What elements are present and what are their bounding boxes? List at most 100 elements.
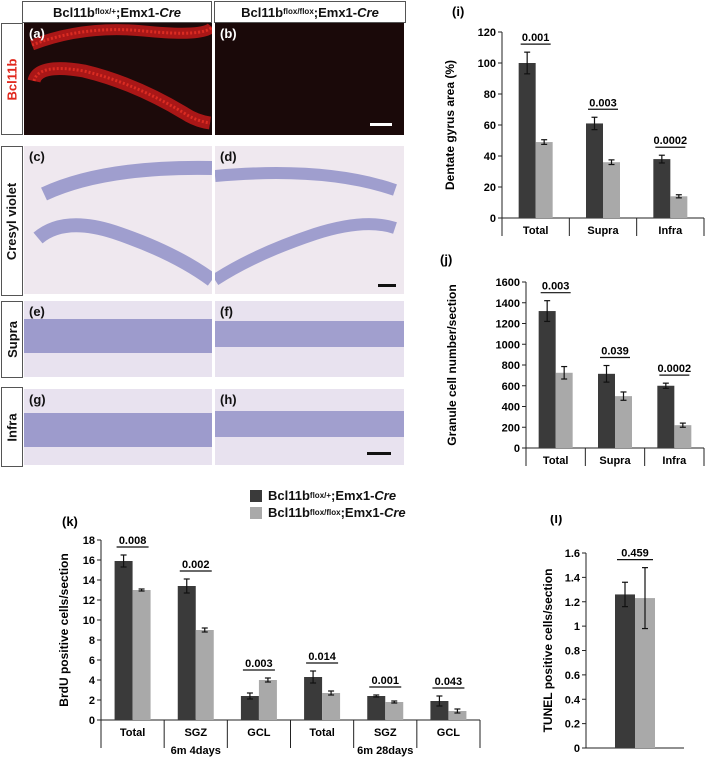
y-tick-label-k-5: 10 (83, 615, 95, 627)
panel-label-h: (h) (220, 392, 237, 407)
y-tick-label-k-4: 8 (89, 635, 95, 647)
x-tick-label-k-3: Total (309, 727, 334, 739)
bar-l-control-0 (615, 594, 635, 748)
y-tick-label-l-5: 1 (574, 621, 580, 633)
bar-j-control-2 (657, 385, 675, 448)
y-axis-label-j: Granule cell number/section (445, 284, 459, 445)
pvalue-label-i-2: 0.0002 (654, 135, 688, 147)
x-tick-label-k-1: SGZ (184, 727, 207, 739)
legend-item-control: Bcl11b flox/+ ;Emx1- Cre (250, 488, 396, 503)
bar-l-mutant-0 (635, 598, 655, 748)
cell-layer-h (215, 411, 404, 437)
bar-j-mutant-1 (615, 396, 632, 448)
pvalue-label-j-1: 0.039 (601, 346, 629, 358)
micrograph-d: (d) (215, 146, 404, 294)
legend-control-base: Bcl11b (268, 488, 310, 503)
pvalue-label-k-3: 0.014 (308, 651, 336, 663)
scale-bar-b (370, 123, 392, 126)
y-tick-label-k-0: 0 (89, 715, 95, 727)
pvalue-label-k-4: 0.001 (371, 675, 399, 687)
header-control-base: Bcl11b (52, 4, 95, 20)
legend-swatch-control (250, 489, 262, 502)
y-tick-label-l-8: 1.6 (565, 548, 580, 560)
legend-control-cre: Cre (374, 488, 397, 503)
bar-i-mutant-2 (670, 196, 688, 218)
panel-label-i: (i) (452, 4, 464, 19)
row-label-supra: Supra (1, 301, 23, 378)
bar-j-control-1 (598, 373, 615, 448)
pvalue-label-l-0: 0.459 (621, 548, 649, 560)
micrograph-a: (a) (24, 23, 212, 135)
row-label-infra: Infra (1, 387, 23, 467)
x-tick-label-k-5: GCL (437, 727, 461, 739)
panel-label-b: (b) (220, 26, 237, 41)
legend-swatch-mutant (250, 506, 262, 519)
y-axis-label-l: TUNEL positive cells/section (541, 569, 555, 733)
legend-control-sup: flox/+ (309, 491, 332, 500)
header-control-cre: Cre (159, 4, 182, 20)
bar-k-control-1 (177, 586, 196, 720)
x-tick-label-i-0: Total (523, 225, 548, 237)
bar-k-mutant-0 (132, 590, 151, 720)
panel-label-l: (l) (550, 515, 562, 526)
chart-l: (l) 0 0.2 0.4 0.6 0.8 1 1.2 1.4 1.6 TUNEL positive… (541, 515, 684, 755)
row-label-bcl11b-text: Bcl11b (4, 58, 20, 100)
y-tick-label-i-6: 120 (478, 27, 496, 39)
scale-bar-h (367, 452, 391, 455)
pvalue-label-k-1: 0.002 (182, 559, 210, 571)
y-tick-label-j-8: 1600 (496, 277, 520, 289)
bar-i-mutant-0 (535, 142, 553, 218)
bar-k-control-4 (367, 696, 386, 720)
cell-layer-g (24, 413, 212, 447)
x-tick-label-j-0: Total (543, 455, 568, 467)
y-tick-label-k-8: 16 (83, 555, 95, 567)
bar-k-control-5 (430, 701, 449, 720)
micrograph-c: (c) (24, 146, 212, 294)
header-mutant-sup: flox/flox (283, 6, 314, 16)
panel-label-j: (j) (440, 252, 452, 267)
bar-k-mutant-5 (448, 711, 467, 720)
x-tick-label-j-2: Infra (662, 455, 687, 467)
micrograph-f: (f) (215, 301, 404, 377)
scale-bar-d (378, 284, 396, 287)
y-tick-label-k-3: 6 (89, 655, 95, 667)
bar-j-mutant-2 (674, 425, 692, 448)
panel-label-f: (f) (220, 304, 233, 319)
legend-control-mid: ;Emx1- (331, 488, 375, 503)
micrograph-d-svg (215, 167, 397, 286)
panel-label-d: (d) (220, 149, 237, 164)
bar-k-mutant-4 (385, 702, 404, 720)
bar-k-control-0 (114, 561, 133, 720)
header-mutant-cre: Cre (357, 4, 379, 20)
y-tick-label-l-1: 0.2 (565, 719, 580, 731)
micrograph-a-svg (27, 23, 212, 130)
bar-i-control-1 (586, 123, 603, 218)
y-tick-label-k-6: 12 (83, 595, 95, 607)
bar-k-control-3 (304, 677, 323, 720)
pvalue-label-j-2: 0.0002 (658, 363, 692, 375)
y-tick-label-j-4: 800 (502, 360, 520, 372)
panel-label-g: (g) (29, 392, 46, 407)
micrograph-b: (b) (215, 23, 404, 135)
y-tick-label-j-5: 1000 (496, 339, 520, 351)
y-tick-label-l-3: 0.6 (565, 670, 580, 682)
chart-k: (k) 0 2 4 6 8 10 12 14 16 18 BrdU positive cells/se… (58, 514, 481, 757)
pvalue-label-i-1: 0.003 (589, 97, 617, 109)
y-tick-label-j-7: 1400 (496, 298, 520, 310)
micrograph-h: (h) (215, 389, 404, 465)
y-tick-label-k-9: 18 (83, 535, 95, 547)
bar-k-mutant-3 (322, 693, 341, 720)
y-tick-label-i-4: 80 (484, 89, 496, 101)
header-control-sup: flox/+ (94, 6, 116, 16)
header-mutant-base: Bcl11b (241, 4, 284, 20)
pvalue-label-i-0: 0.001 (522, 32, 550, 44)
x-tick-label-k-0: Total (120, 727, 145, 739)
bar-j-mutant-0 (555, 372, 573, 448)
y-tick-label-j-6: 1200 (496, 319, 520, 331)
legend-item-mutant: Bcl11b flox/flox ;Emx1- Cre (250, 505, 406, 520)
y-tick-label-k-2: 4 (89, 675, 96, 687)
chart-i: (i) 0 20 40 60 80 100 120 Dentate gyrus area (%)… (443, 4, 705, 237)
pvalue-label-k-5: 0.043 (435, 676, 463, 688)
x-tick-label-i-1: Supra (587, 225, 619, 237)
column-header-mutant: Bcl11b flox/flox ;Emx1- Cre (214, 1, 406, 23)
